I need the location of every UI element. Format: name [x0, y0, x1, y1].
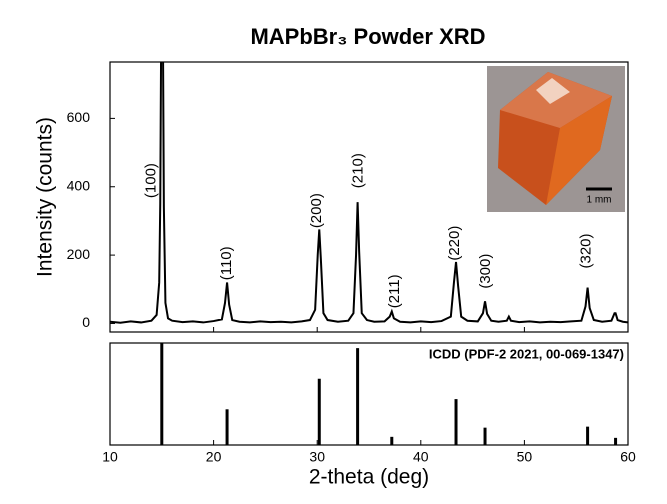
crystal-highlight — [536, 78, 570, 104]
peak-label: (300) — [477, 254, 494, 289]
x-tick-label: 10 — [102, 449, 118, 465]
peak-label: (110) — [218, 246, 235, 280]
x-tick-label: 30 — [309, 449, 325, 465]
x-tick-label: 50 — [517, 449, 533, 465]
peak-label: (320) — [578, 233, 595, 268]
peak-label: (210) — [350, 153, 367, 188]
y-tick-label: 600 — [67, 109, 91, 125]
top-frame — [109, 61, 629, 333]
bottom-frame — [109, 342, 629, 446]
inset-photo: 1 mm — [487, 66, 625, 212]
x-axis-label: 2-theta (deg) — [309, 466, 429, 489]
crystal-face — [546, 96, 612, 205]
peak-label: (100) — [142, 163, 159, 198]
y-tick-label: 400 — [67, 177, 91, 193]
xrd-line — [110, 62, 628, 324]
x-tick-label: 60 — [620, 449, 636, 465]
plot-area — [110, 62, 628, 324]
scale-label: 1 mm — [587, 195, 612, 206]
reference-label: ICDD (PDF-2 2021, 00-069-1347) — [429, 346, 624, 361]
peak-label: (200) — [308, 193, 325, 228]
peak-label: (211) — [386, 274, 403, 308]
y-axis-label: Intensity (counts) — [34, 117, 57, 277]
x-tick-label: 40 — [413, 449, 429, 465]
y-tick-label: 0 — [82, 314, 90, 330]
y-tick-label: 200 — [67, 246, 91, 262]
x-tick-label: 20 — [206, 449, 222, 465]
peak-label: (220) — [446, 226, 463, 261]
chart-title: MAPbBr₃ Powder XRD — [250, 24, 485, 49]
